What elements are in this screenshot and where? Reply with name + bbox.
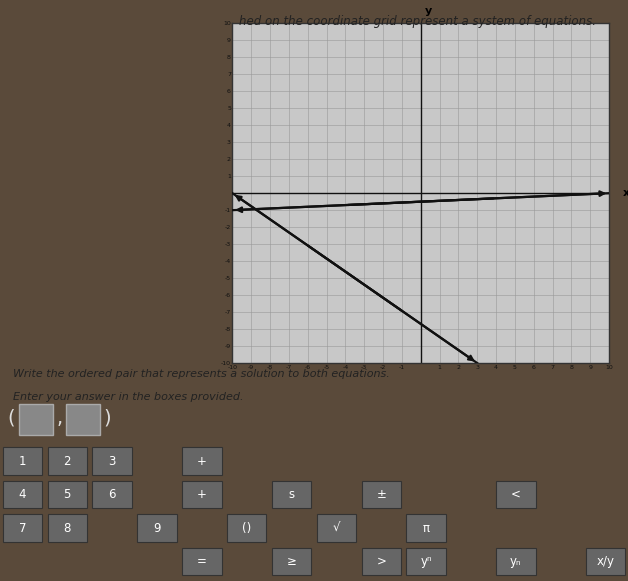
Text: Write the ordered pair that represents a solution to both equations.: Write the ordered pair that represents a… <box>13 369 389 379</box>
Bar <box>66 404 100 435</box>
Bar <box>406 547 446 575</box>
Text: 7: 7 <box>19 522 26 535</box>
Text: 4: 4 <box>19 488 26 501</box>
Text: hed on the coordinate grid represent a system of equations.: hed on the coordinate grid represent a s… <box>239 15 595 27</box>
Text: yₙ: yₙ <box>510 555 522 568</box>
Bar <box>406 514 446 542</box>
Text: 8: 8 <box>63 522 71 535</box>
Text: yⁿ: yⁿ <box>420 555 432 568</box>
Bar <box>362 547 401 575</box>
Bar <box>317 514 356 542</box>
Text: +: + <box>197 488 207 501</box>
Text: x: x <box>622 188 628 198</box>
Text: (: ( <box>8 409 15 428</box>
Text: 1: 1 <box>19 454 26 468</box>
Text: +: + <box>197 454 207 468</box>
Text: s: s <box>288 488 295 501</box>
Text: 9: 9 <box>153 522 161 535</box>
Bar <box>48 480 87 508</box>
Bar <box>362 480 401 508</box>
Bar <box>3 480 42 508</box>
Text: 3: 3 <box>109 454 116 468</box>
Text: =: = <box>197 555 207 568</box>
Text: 5: 5 <box>63 488 71 501</box>
Bar <box>138 514 176 542</box>
Bar <box>19 404 53 435</box>
Bar <box>92 447 132 475</box>
Text: π: π <box>423 522 430 535</box>
Bar <box>182 480 222 508</box>
Bar <box>496 480 536 508</box>
Text: x/y: x/y <box>597 555 615 568</box>
Bar <box>272 547 311 575</box>
Text: ): ) <box>104 409 111 428</box>
Bar <box>3 514 42 542</box>
Bar <box>227 514 266 542</box>
Text: √: √ <box>333 522 340 535</box>
Bar <box>182 547 222 575</box>
Text: ≥: ≥ <box>286 555 296 568</box>
Bar <box>48 447 87 475</box>
Text: Enter your answer in the boxes provided.: Enter your answer in the boxes provided. <box>13 392 243 402</box>
Text: <: < <box>511 488 521 501</box>
Text: 6: 6 <box>109 488 116 501</box>
Bar <box>3 447 42 475</box>
Bar <box>272 480 311 508</box>
Bar <box>92 480 132 508</box>
Bar <box>48 514 87 542</box>
Bar <box>182 447 222 475</box>
Text: y: y <box>425 6 432 16</box>
Text: 2: 2 <box>63 454 71 468</box>
Text: ±: ± <box>376 488 386 501</box>
Text: ,: , <box>57 409 63 428</box>
Bar <box>496 547 536 575</box>
Text: >: > <box>376 555 386 568</box>
Text: (): () <box>242 522 251 535</box>
Bar <box>586 547 625 575</box>
